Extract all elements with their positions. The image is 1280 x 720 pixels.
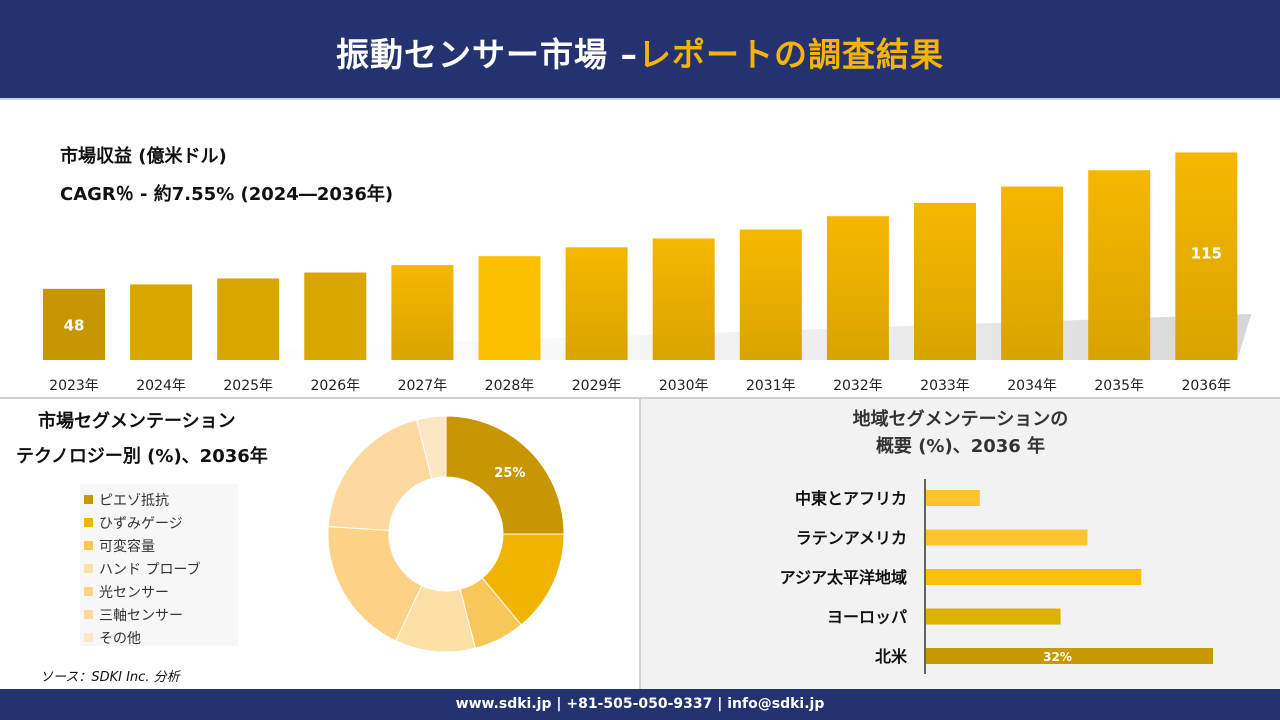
legend-label: ひずみゲージ <box>99 515 183 532</box>
year-tick-label: 2030年 <box>659 378 709 394</box>
region-category-label: ヨーロッパ <box>827 608 907 627</box>
legend-label: 三軸センサー <box>99 607 183 624</box>
technology-segment-panel: 市場セグメンテーション テクノロジー別 (%)、2036年 ピエゾ抵抗ひずみゲー… <box>0 399 639 689</box>
year-tick-label: 2028年 <box>485 378 535 394</box>
legend-item: 光センサー <box>84 580 238 603</box>
donut-slice-label: 25% <box>494 466 525 481</box>
legend-item: その他 <box>84 626 238 649</box>
title-accent: レポートの調査結果 <box>638 35 944 74</box>
donut-slice-3 <box>459 577 522 649</box>
legend-swatch <box>84 633 93 642</box>
revenue-bar-2027年 <box>391 265 454 360</box>
revenue-bar-2029年 <box>565 247 628 360</box>
year-tick-label: 2027年 <box>398 378 448 394</box>
revenue-bar-2034年 <box>1001 186 1064 360</box>
revenue-label: 市場収益 (億米ドル) <box>60 146 227 167</box>
revenue-bar-2031年 <box>739 229 802 360</box>
region-title: 地域セグメンテーションの <box>852 409 1069 430</box>
region-category-label: ラテンアメリカ <box>796 529 907 548</box>
revenue-bar-2025年 <box>217 278 280 360</box>
segment-title: 市場セグメンテーション <box>38 411 236 432</box>
year-tick-label: 2029年 <box>572 378 622 394</box>
footer-contact: www.sdki.jp | +81-505-050-9337 | info@sd… <box>455 696 825 712</box>
legend-label: 可変容量 <box>99 538 155 555</box>
legend-swatch <box>84 610 93 619</box>
year-tick-label: 2026年 <box>310 378 360 394</box>
footer-bar: www.sdki.jp | +81-505-050-9337 | info@sd… <box>0 689 1280 720</box>
donut-slice-4 <box>395 584 476 653</box>
region-subtitle: 概要 (%)、2036 年 <box>875 436 1046 457</box>
region-bar <box>926 608 1061 625</box>
title-main: 振動センサー市場 – <box>336 35 638 74</box>
legend-swatch <box>84 495 93 504</box>
revenue-bar-2023年 <box>43 288 105 360</box>
legend-swatch <box>84 587 93 596</box>
region-bar <box>926 490 980 506</box>
donut-legend: ピエゾ抵抗ひずみゲージ 可変容量ハンド プローブ 光センサー三軸センサー その他 <box>80 484 238 649</box>
donut-slice-6 <box>327 419 433 531</box>
legend-label: ピエゾ抵抗 <box>99 492 169 509</box>
revenue-bar-2033年 <box>914 202 976 360</box>
legend-swatch <box>84 564 93 573</box>
bar-value-label: 48 <box>64 316 85 334</box>
region-bar-value-label: 32% <box>1043 650 1072 664</box>
donut-slice-7 <box>416 415 447 480</box>
year-tick-label: 2035年 <box>1094 378 1144 394</box>
region-category-label: 北米 <box>875 647 908 666</box>
legend-item: ピエゾ抵抗 <box>84 488 238 511</box>
revenue-bar-2032年 <box>826 216 889 360</box>
donut-slice-5 <box>327 526 423 642</box>
revenue-bar-2026年 <box>304 272 367 360</box>
region-bar <box>926 529 1088 546</box>
page-title: 振動センサー市場 –レポートの調査結果 <box>0 28 1280 76</box>
bar-value-label: 115 <box>1191 244 1222 262</box>
legend-swatch <box>84 518 93 527</box>
revenue-bar-chart: 2023年 48 2024年 2025年 2026年 2027年 2028年 2029年 203… <box>43 152 1252 394</box>
year-tick-label: 2036年 <box>1181 378 1231 394</box>
revenue-chart-panel: 市場収益 (億米ドル) CAGR％ - 約7.55% (2024―2036年) … <box>0 100 1280 398</box>
year-tick-label: 2024年 <box>136 378 186 394</box>
source-note: ソース：SDKI Inc. 分析 <box>40 670 180 685</box>
revenue-bar-2028年 <box>478 256 541 360</box>
region-segment-panel: 地域セグメンテーションの 概要 (%)、2036 年 中東とアフリカ ラテンアメリ… <box>641 399 1280 689</box>
legend-item: ひずみゲージ <box>84 511 238 534</box>
region-category-label: 中東とアフリカ <box>795 489 907 508</box>
year-tick-label: 2023年 <box>49 378 99 394</box>
legend-swatch <box>84 541 93 550</box>
revenue-bar-2030年 <box>652 238 715 360</box>
cagr-label: CAGR％ - 約7.55% (2024―2036年) <box>60 184 394 205</box>
horizontal-divider <box>0 397 1280 399</box>
legend-label: ハンド プローブ <box>99 561 201 578</box>
donut-slice-1 <box>445 415 565 535</box>
revenue-bar-2035年 <box>1088 170 1151 360</box>
vertical-divider <box>639 399 641 689</box>
legend-item: ハンド プローブ <box>84 557 238 580</box>
legend-item: 可変容量 <box>84 534 238 557</box>
year-tick-label: 2032年 <box>833 378 883 394</box>
revenue-bar-2024年 <box>130 284 193 360</box>
header-banner: 振動センサー市場 –レポートの調査結果 <box>0 0 1280 100</box>
revenue-bar-2036年 <box>1175 152 1238 360</box>
donut-slice-2 <box>481 533 565 626</box>
region-bar <box>926 648 1214 664</box>
region-bar <box>926 569 1142 585</box>
year-tick-label: 2031年 <box>746 378 796 394</box>
year-tick-label: 2033年 <box>920 378 970 394</box>
region-category-label: アジア太平洋地域 <box>780 568 907 587</box>
segment-subtitle: テクノロジー別 (%)、2036年 <box>16 446 268 467</box>
legend-item: 三軸センサー <box>84 603 238 626</box>
year-tick-label: 2025年 <box>223 378 273 394</box>
legend-label: その他 <box>99 630 141 647</box>
year-tick-label: 2034年 <box>1007 378 1057 394</box>
legend-label: 光センサー <box>99 584 169 601</box>
